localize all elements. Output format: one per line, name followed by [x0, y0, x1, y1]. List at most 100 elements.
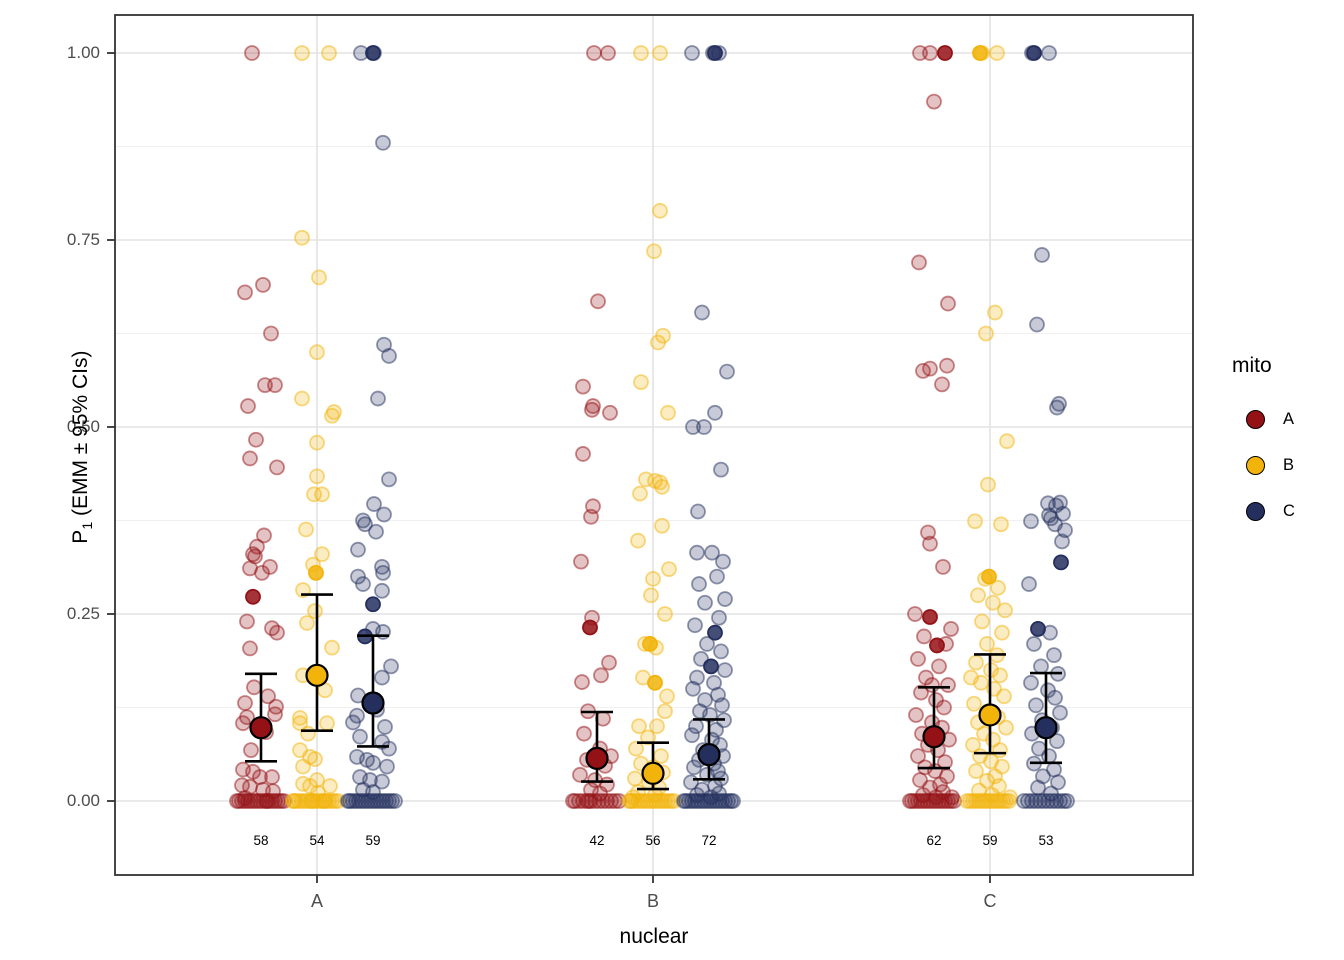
panel-border [114, 14, 1194, 876]
jitter-point [992, 667, 1008, 684]
jitter-point [235, 715, 251, 732]
n-label: 59 [982, 833, 998, 848]
jitter-point [267, 706, 283, 723]
jitter-point [365, 754, 381, 771]
jitter-point [292, 715, 308, 732]
y-tick-label: 0.75 [66, 230, 100, 249]
jitter-point [709, 568, 725, 585]
jitter-point [1040, 793, 1056, 809]
jitter-point [311, 269, 327, 286]
jitter-point [1024, 793, 1040, 809]
jitter-point [294, 229, 310, 246]
jitter-point [993, 516, 1009, 533]
jitter-point [366, 496, 382, 512]
jitter-point [987, 304, 1003, 321]
jitter-point [931, 658, 947, 675]
legend-key-circle [1246, 409, 1265, 429]
jitter-point [711, 45, 727, 61]
jitter-point [713, 461, 729, 478]
mean-point [305, 663, 329, 687]
x-axis-title: nuclear [619, 925, 689, 948]
jitter-point [1028, 793, 1044, 809]
jitter-point [582, 619, 598, 636]
jitter-point [255, 276, 271, 293]
jitter-point [965, 737, 981, 753]
jitter-point [997, 602, 1013, 619]
jitter-point [1050, 774, 1066, 791]
jitter-point [994, 624, 1010, 641]
n-label: 62 [926, 833, 942, 848]
jitter-point [943, 621, 959, 637]
legend-item: B [1228, 442, 1295, 488]
y-tick-label: 0.00 [66, 791, 100, 810]
jitter-point [935, 558, 951, 575]
x-tick-label: B [646, 891, 659, 911]
jitter-point [926, 93, 942, 110]
jitter-point [381, 740, 397, 757]
y-tick-label: 0.50 [66, 417, 100, 436]
jitter-point [574, 674, 590, 690]
jitter-point [1036, 793, 1052, 809]
jitter-point [684, 727, 700, 744]
jitter-point [725, 793, 741, 809]
jitter-point [575, 446, 591, 462]
jitter-point [985, 594, 1001, 611]
jitter-point [687, 617, 703, 634]
jitter-point [715, 553, 731, 570]
jitter-point [1046, 647, 1062, 664]
jitter-point [654, 517, 670, 534]
jitter-point [267, 377, 283, 394]
jitter-point [940, 677, 956, 693]
jitter-point [694, 304, 710, 321]
jitter-point [907, 606, 923, 622]
jitter-point [686, 759, 702, 776]
jitter-point [387, 793, 403, 809]
jitter-point [355, 576, 371, 592]
jitter-point [648, 639, 664, 656]
jitter-point [657, 606, 673, 622]
jitter-point [647, 674, 663, 691]
jitter-point [316, 793, 332, 809]
jitter-point [633, 374, 649, 391]
jitter-point [229, 793, 245, 809]
jitter-point [972, 45, 988, 61]
jitter-point [973, 674, 989, 691]
jitter-point [1016, 793, 1032, 809]
jitter-point [237, 284, 253, 301]
mean-point [922, 725, 946, 749]
jitter-point [306, 486, 322, 503]
jitter-point [314, 546, 330, 563]
jitter-point [603, 793, 619, 809]
jitter-point [309, 468, 325, 485]
jitter-point [977, 570, 993, 587]
jitter-point [298, 521, 314, 538]
n-label: 42 [589, 833, 605, 848]
jitter-point [711, 609, 727, 626]
jitter-point [379, 758, 395, 775]
jitter-point [657, 703, 673, 720]
jitter-point [696, 419, 712, 435]
jitter-point [593, 667, 609, 684]
jitter-point [565, 793, 581, 809]
jitter-point [600, 45, 616, 61]
jitter-point [996, 688, 1012, 705]
jitter-point [1042, 624, 1058, 641]
jitter-point [1023, 674, 1039, 691]
jitter-point [939, 357, 955, 374]
jitter-point [587, 793, 603, 809]
mean-point [978, 703, 1002, 727]
jitter-point [936, 699, 952, 716]
jitter-point [659, 688, 675, 705]
jitter-point [937, 45, 953, 61]
jitter-point [632, 485, 648, 502]
jitter-point [381, 471, 397, 488]
n-label: 59 [365, 833, 381, 848]
jitter-point [922, 609, 938, 625]
jitter-point [980, 476, 996, 493]
x-tick-label: C [983, 891, 997, 911]
jitter-point [645, 570, 661, 587]
jitter-point [707, 404, 723, 421]
n-label: 72 [701, 833, 717, 848]
jitter-point [974, 613, 990, 630]
